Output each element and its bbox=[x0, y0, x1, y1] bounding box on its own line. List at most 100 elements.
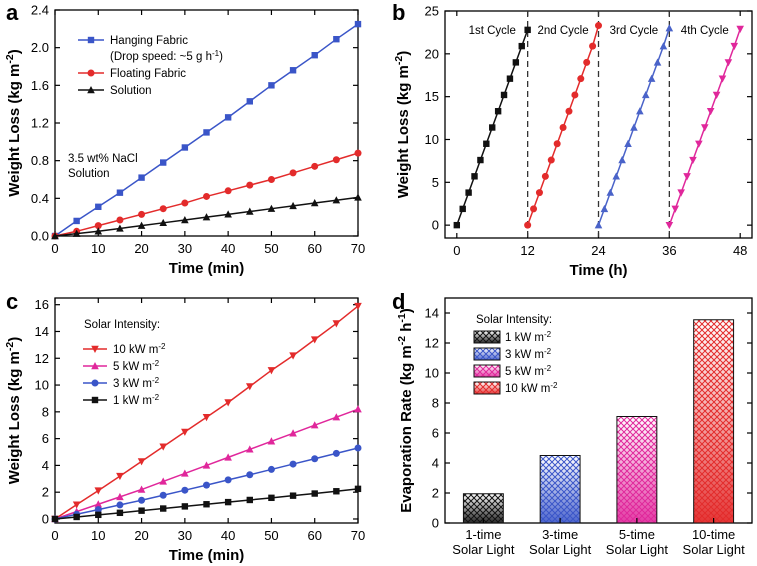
series-2-point bbox=[647, 74, 656, 82]
series-0-point bbox=[94, 487, 103, 495]
series-1-point bbox=[354, 149, 362, 157]
plot-frame bbox=[444, 297, 753, 524]
series-2-point bbox=[665, 24, 674, 32]
series-0-point bbox=[354, 302, 362, 311]
legend-label: Floating Fabric bbox=[110, 68, 186, 80]
series-2-point bbox=[618, 156, 626, 164]
series-2-point bbox=[137, 221, 146, 229]
series-2-point bbox=[51, 232, 59, 240]
series-2-point bbox=[159, 491, 167, 499]
y-tick-label: 10 bbox=[35, 378, 49, 393]
series-3-point bbox=[730, 42, 739, 51]
panel-d: 0 2 4 6 8 10 12 14 Evaporation Rate (kg m-2 h-1)… bbox=[392, 289, 753, 557]
cycle-label: 4th Cycle bbox=[681, 25, 729, 37]
series-3-point bbox=[116, 509, 124, 517]
series-2-point bbox=[159, 218, 168, 227]
series-2-point bbox=[94, 506, 102, 514]
legend-note: (Drop speed: ~5 g h-1) bbox=[110, 49, 223, 64]
series-3-point bbox=[160, 505, 167, 512]
x-axis-label: Time (min) bbox=[169, 260, 245, 277]
series-1-point bbox=[267, 176, 275, 183]
x-axis-label: Time (h) bbox=[569, 262, 627, 279]
y-tick-label: 4 bbox=[432, 456, 439, 471]
series-0-point bbox=[459, 205, 466, 213]
series-0-point bbox=[268, 82, 275, 89]
series-3-point bbox=[333, 488, 340, 495]
x-tick-label: 40 bbox=[221, 241, 235, 256]
series-2-point bbox=[636, 107, 644, 115]
series-1-point bbox=[547, 156, 555, 164]
series-1-point bbox=[116, 492, 124, 501]
series-3-point bbox=[224, 498, 232, 506]
series-2-point bbox=[600, 204, 609, 213]
x-tick-label: 70 bbox=[351, 241, 365, 256]
x-tick-label: 48 bbox=[733, 243, 747, 258]
series-1-point bbox=[245, 445, 254, 453]
bar-hatch bbox=[616, 416, 658, 524]
y-tick-label: 2 bbox=[42, 485, 49, 500]
y-tick-label: 25 bbox=[425, 4, 439, 19]
legend-label: 1 kW m-2 bbox=[505, 330, 552, 345]
series-2-point bbox=[310, 199, 319, 207]
bar-hatch bbox=[693, 319, 735, 524]
x-tick-label: 10-time bbox=[692, 527, 735, 542]
cycle-label: 1st Cycle bbox=[469, 25, 516, 37]
series-1-point bbox=[571, 91, 579, 99]
y-tick-label: 15 bbox=[425, 89, 439, 104]
series-1-point bbox=[94, 222, 102, 230]
y-tick-label: 10 bbox=[425, 366, 439, 381]
series-3-point bbox=[354, 485, 362, 493]
series-1-point bbox=[311, 162, 319, 170]
series-2-point bbox=[641, 90, 650, 99]
legend-label: 10 kW m-2 bbox=[505, 381, 558, 396]
legend-label: 5 kW m-2 bbox=[113, 359, 160, 374]
legend-title: Solar Intensity: bbox=[476, 314, 552, 326]
series-2-point bbox=[311, 455, 319, 463]
x-tick-label: Solar Light bbox=[452, 542, 515, 557]
x-tick-label: 24 bbox=[591, 243, 605, 258]
x-tick-label: 36 bbox=[662, 243, 676, 258]
series-1-point bbox=[524, 221, 532, 229]
series-0-point bbox=[483, 140, 490, 147]
y-tick-label: 14 bbox=[35, 324, 49, 339]
series-0-point bbox=[181, 428, 189, 436]
x-tick-label: 60 bbox=[307, 241, 321, 256]
y-tick-label: 2 bbox=[432, 486, 439, 501]
series-2-point bbox=[181, 215, 189, 224]
y-tick-label: 2.4 bbox=[31, 3, 49, 18]
series-1-point bbox=[137, 485, 146, 493]
y-tick-label: 14 bbox=[425, 306, 439, 321]
x-tick-label: 50 bbox=[264, 241, 278, 256]
y-tick-label: 0.0 bbox=[31, 229, 49, 244]
series-1-point bbox=[577, 75, 585, 83]
x-tick-label: 1-time bbox=[465, 527, 501, 542]
series-3-point bbox=[700, 124, 709, 132]
series-1-point bbox=[535, 189, 543, 197]
series-2-point bbox=[203, 481, 210, 489]
series-3-point bbox=[181, 503, 189, 510]
series-0-point bbox=[518, 42, 525, 50]
series-0-point bbox=[95, 203, 102, 211]
series-2-point bbox=[245, 207, 254, 215]
panel-label: c bbox=[6, 289, 18, 314]
series-3-point bbox=[665, 221, 674, 230]
legend-title: Solar Intensity: bbox=[84, 319, 160, 331]
legend-marker bbox=[91, 345, 99, 353]
series-1-point bbox=[159, 205, 167, 213]
series-2-point bbox=[653, 58, 662, 66]
series-2-point bbox=[289, 201, 297, 210]
y-tick-label: 1.6 bbox=[31, 78, 49, 93]
legend-swatch-hatch bbox=[473, 347, 501, 361]
x-tick-label: 40 bbox=[221, 528, 235, 543]
x-tick-label: Solar Light bbox=[683, 542, 746, 557]
series-3-point bbox=[138, 507, 145, 514]
series-2-point bbox=[72, 229, 81, 237]
series-2-point bbox=[116, 501, 124, 509]
y-tick-label: 4 bbox=[42, 458, 49, 473]
series-0-point bbox=[354, 20, 362, 28]
series-3-point bbox=[683, 173, 691, 181]
series-0-point bbox=[289, 352, 297, 360]
y-tick-label: 10 bbox=[425, 132, 439, 147]
series-0-point bbox=[267, 367, 276, 375]
y-tick-label: 0 bbox=[432, 516, 439, 531]
